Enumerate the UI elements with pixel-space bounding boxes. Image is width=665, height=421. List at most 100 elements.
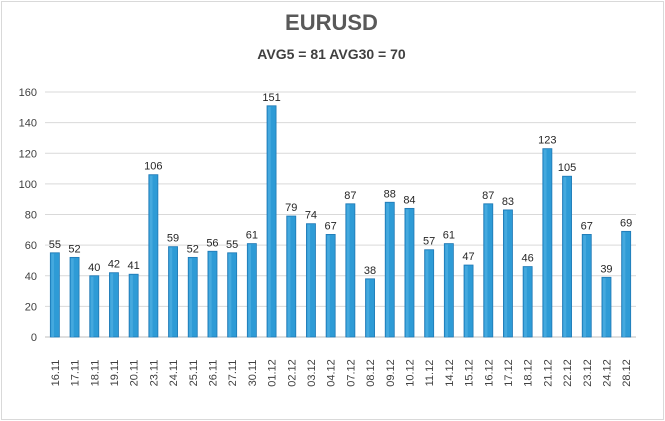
data-label: 40 [88,262,100,274]
bar-highlight [504,210,508,337]
y-tick-label: 40 [25,271,37,283]
x-tick-label: 08.12 [365,359,377,387]
x-tick-label: 25.11 [188,360,200,387]
bar-highlight [189,258,192,337]
bar-highlight [425,250,429,337]
bar [562,175,572,338]
x-tick-label: 22.12 [562,359,574,387]
bar-highlight [51,253,55,337]
bar-highlight [366,279,370,337]
bar [246,243,257,338]
data-labels: 55 52 40 42 41 106 59 52 56 55 61 151 79 74 67 87 38 88 84… [49,92,633,277]
bar-highlight [228,253,232,337]
bar-highlight [307,224,311,337]
bar-highlight [386,203,389,337]
data-label: 59 [167,233,179,245]
chart-subtitle: AVG5 = 81 AVG30 = 70 [257,46,406,62]
bar-highlight [90,276,94,337]
bar [207,250,218,338]
bar-highlight [563,177,567,337]
chart-title: EURUSD [285,10,378,35]
data-label: 87 [344,190,356,202]
data-label: 47 [462,251,474,263]
bar [345,203,356,338]
bar-highlight [484,204,488,337]
data-label: 41 [128,260,140,272]
gridlines [45,91,636,338]
x-axis: 16.11 17.11 18.11 19.11 20.11 23.11 24.11 25.11… [50,359,633,387]
bar-highlight [169,247,173,337]
bar-highlight [543,149,547,337]
bar-highlight [268,106,271,337]
x-tick-label: 20.11 [129,360,141,387]
bar [463,264,474,338]
bar-highlight [327,235,330,337]
bar [227,252,238,338]
data-label: 87 [482,190,494,202]
bar-highlight [71,258,74,337]
x-tick-label: 19.11 [109,360,121,387]
data-label: 83 [502,196,514,208]
data-label: 52 [68,243,80,255]
bar [522,266,533,338]
bar-highlight [287,217,291,337]
bar [503,209,513,338]
y-axis: 0 20 40 60 80 100 120 140 160 [19,87,37,344]
bar [601,276,612,338]
x-tick-label: 11.12 [424,360,436,387]
data-label: 55 [49,239,61,251]
bar-highlight [149,175,153,337]
bar [443,243,454,338]
bar-highlight [405,209,409,337]
x-tick-label: 04.12 [326,359,338,387]
x-tick-label: 26.11 [207,360,219,387]
x-tick-label: 21.12 [542,359,554,387]
data-label: 61 [246,230,258,242]
bar [266,105,277,338]
x-tick-label: 24.12 [601,359,613,387]
x-tick-label: 23.11 [148,360,160,387]
x-tick-label: 10.12 [404,359,416,387]
x-tick-label: 23.12 [582,359,594,387]
data-label: 55 [226,239,238,251]
x-tick-label: 17.12 [503,359,515,387]
y-tick-label: 20 [25,301,37,313]
data-label: 67 [325,220,337,232]
bar [404,207,415,338]
y-tick-label: 140 [19,118,37,130]
data-label: 88 [384,188,396,200]
bar-highlight [524,267,527,337]
y-tick-label: 100 [19,179,37,191]
data-label: 61 [443,230,455,242]
bar [109,272,119,338]
bar-highlight [110,273,114,337]
data-label: 57 [423,236,435,248]
bar [128,273,139,338]
y-tick-label: 160 [19,87,37,99]
x-tick-label: 16.12 [483,359,495,387]
data-label: 74 [305,210,317,222]
bar [542,148,553,338]
bar [581,234,592,338]
x-tick-label: 03.12 [306,359,318,387]
data-label: 151 [262,92,280,104]
y-tick-label: 120 [19,148,37,160]
x-tick-label: 18.12 [523,359,535,387]
data-label: 69 [620,217,632,229]
data-label: 42 [108,259,120,271]
x-tick-label: 02.12 [286,359,298,387]
bar [306,223,316,338]
bar-highlight [130,275,133,337]
data-label: 105 [558,162,576,174]
data-label: 79 [285,202,297,214]
x-tick-label: 09.12 [385,359,397,387]
bar [365,278,375,338]
x-tick-label: 28.12 [621,359,633,387]
bar [69,256,80,338]
y-tick-label: 60 [25,240,37,252]
bar-highlight [602,278,606,337]
bar [621,230,632,338]
bar [187,256,198,338]
